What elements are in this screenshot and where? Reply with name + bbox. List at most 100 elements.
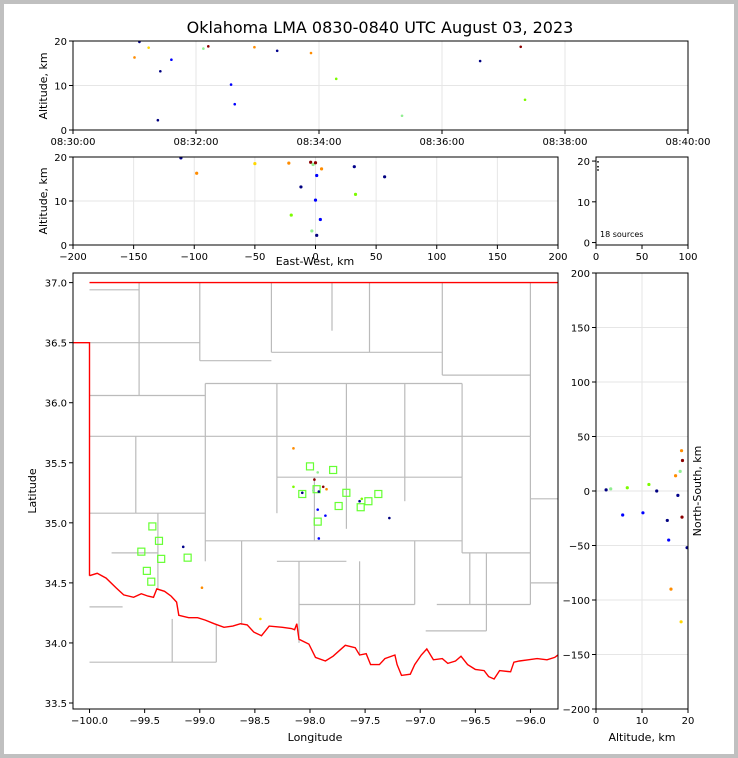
- source-point: [609, 487, 613, 491]
- lma-station-marker: [334, 501, 343, 511]
- longitude-tick-label: −99.0: [184, 716, 215, 727]
- latitude-tick-label: 34.0: [45, 639, 67, 650]
- histogram-mark: [597, 165, 599, 168]
- source-point: [133, 56, 136, 59]
- longitude-tick-label: −96.5: [460, 716, 491, 727]
- altitude-tick-label: 20: [682, 716, 695, 727]
- plan-view-axes-frame: [72, 272, 559, 710]
- histogram-mark: [597, 169, 599, 171]
- altitude-tick-label: 20: [54, 153, 67, 164]
- longitude-tick-label: −97.5: [350, 716, 381, 727]
- longitude-tick-label: −96.0: [515, 716, 546, 727]
- source-point: [292, 447, 295, 450]
- altitude-tick-label: 10: [54, 82, 67, 93]
- lma-station-marker: [142, 566, 151, 575]
- ns-height-ylabel: North-South, km: [691, 446, 704, 537]
- source-point: [138, 41, 141, 44]
- altitude-tick-label: 20: [577, 157, 590, 168]
- source-point: [679, 449, 684, 453]
- ns-tick-label: −50: [569, 542, 590, 553]
- latitude-tick-label: 33.5: [45, 699, 67, 710]
- time-tick-label: 08:32:00: [174, 137, 219, 148]
- source-point: [309, 51, 313, 55]
- source-point: [679, 620, 683, 624]
- figure-frame: Oklahoma LMA 0830-0840 UTC August 03, 20…: [4, 4, 734, 754]
- source-point: [680, 515, 684, 519]
- source-point: [259, 617, 262, 621]
- source-point: [680, 458, 685, 463]
- source-point: [388, 516, 391, 520]
- source-point: [319, 167, 324, 171]
- time-tick-label: 08:30:00: [51, 137, 96, 148]
- source-point: [311, 489, 315, 492]
- source-point: [383, 175, 387, 179]
- source-point: [669, 587, 673, 591]
- plan-view-panel: −100.0 −99.5 −99.0 −98.5 −98.0 −97.5 −97.0 −96.…: [26, 272, 559, 744]
- source-point: [360, 497, 364, 501]
- latitude-tick-label: 36.5: [45, 339, 67, 350]
- lma-station-marker: [137, 547, 146, 556]
- source-point: [665, 518, 669, 523]
- time-height-ylabel: Altitude, km: [37, 52, 50, 119]
- source-point: [352, 165, 356, 169]
- source-point: [604, 488, 608, 492]
- lma-station-marker: [157, 554, 166, 563]
- time-tick-label: 08:38:00: [543, 137, 588, 148]
- lma-station-marker: [364, 497, 373, 506]
- ns-tick-label: 150: [571, 324, 590, 335]
- source-point: [147, 46, 150, 49]
- plan-view-ticks: −100.0 −99.5 −99.0 −98.5 −98.0 −97.5 −97.0 −96.…: [45, 279, 546, 727]
- lma-station-marker: [342, 488, 351, 497]
- lma-station-marker: [313, 517, 322, 526]
- source-point: [400, 114, 404, 118]
- lma-station-marker: [298, 489, 307, 499]
- ns-height-grid: [595, 272, 689, 710]
- ew-height-ticks: −200 −150 −100 −50 0 50 100 150 200 0 10 20: [54, 153, 567, 263]
- source-point: [358, 499, 361, 503]
- source-point: [310, 229, 314, 233]
- source-point: [313, 478, 316, 481]
- ew-tick-label: 100: [427, 252, 446, 263]
- lma-station-marker: [147, 577, 156, 586]
- longitude-tick-label: −98.5: [240, 716, 271, 727]
- source-point: [478, 59, 482, 63]
- count-tick-label: 100: [678, 252, 697, 263]
- source-point: [207, 45, 210, 48]
- latitude-tick-label: 36.0: [45, 399, 67, 410]
- count-tick-label: 0: [593, 252, 599, 263]
- state-border-west: [73, 342, 91, 576]
- source-point: [676, 493, 680, 497]
- latitude-tick-label: 35.5: [45, 459, 67, 470]
- ns-tick-label: 50: [577, 433, 590, 444]
- source-point: [678, 469, 682, 473]
- source-point: [309, 160, 313, 164]
- ew-height-xlabel: East-West, km: [276, 255, 354, 268]
- ns-height-points: [604, 449, 688, 624]
- source-point: [229, 83, 233, 86]
- ew-tick-label: −50: [244, 252, 265, 263]
- latitude-tick-label: 34.5: [45, 579, 67, 590]
- ew-tick-label: 150: [488, 252, 507, 263]
- longitude-tick-label: −98.0: [295, 716, 326, 727]
- state-border-red-river: [89, 572, 558, 680]
- source-point: [621, 513, 625, 517]
- source-point: [233, 102, 237, 106]
- source-point: [159, 69, 162, 73]
- ns-tick-label: −150: [563, 651, 590, 662]
- source-point: [287, 161, 291, 165]
- source-point: [325, 487, 328, 491]
- source-point: [200, 586, 204, 589]
- histogram-mark: [597, 160, 599, 163]
- lma-station-marker: [183, 553, 192, 562]
- source-point: [685, 546, 688, 550]
- ew-tick-label: 200: [548, 252, 567, 263]
- source-point: [202, 47, 205, 50]
- time-height-ticks: 08:30:00 08:32:00 08:34:00 08:36:00 08:38:00…: [51, 37, 711, 148]
- source-point: [300, 491, 304, 495]
- ns-height-panel: 0 10 20 −200 −150 −100 −50 0 50 100 150 200 Altitud…: [563, 269, 704, 744]
- source-point: [316, 471, 320, 474]
- time-tick-label: 08:34:00: [297, 137, 342, 148]
- source-point: [321, 485, 325, 489]
- source-point: [647, 482, 651, 487]
- histogram-ticks: 0 50 100 0 10 20: [577, 157, 697, 263]
